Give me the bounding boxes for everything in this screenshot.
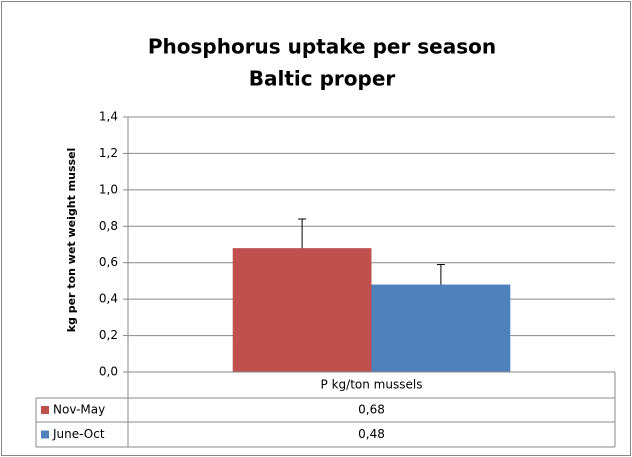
y-tick-label: 0,8 <box>99 219 118 233</box>
y-axis-label: kg per ton wet weight mussel <box>65 148 78 333</box>
y-tick-label: 1,2 <box>99 146 118 160</box>
y-tick-label: 0,2 <box>99 328 118 342</box>
y-tick-label: 0,0 <box>99 365 118 379</box>
chart-title: Phosphorus uptake per season <box>148 35 496 59</box>
table-value: 0,48 <box>358 427 385 441</box>
bar <box>232 248 372 372</box>
y-tick-label: 1,4 <box>99 110 118 124</box>
legend-key <box>41 430 49 439</box>
legend-key <box>41 406 49 414</box>
chart-subtitle: Baltic proper <box>249 67 396 91</box>
x-tick-label: P kg/ton mussels <box>321 378 423 392</box>
bar <box>371 284 511 372</box>
legend-label: June-Oct <box>52 427 105 441</box>
y-tick-label: 1,0 <box>99 182 118 196</box>
y-tick-label: 0,4 <box>99 292 118 306</box>
y-tick-label: 0,6 <box>99 255 118 269</box>
table-value: 0,68 <box>358 403 385 417</box>
legend-label: Nov-May <box>53 403 105 417</box>
